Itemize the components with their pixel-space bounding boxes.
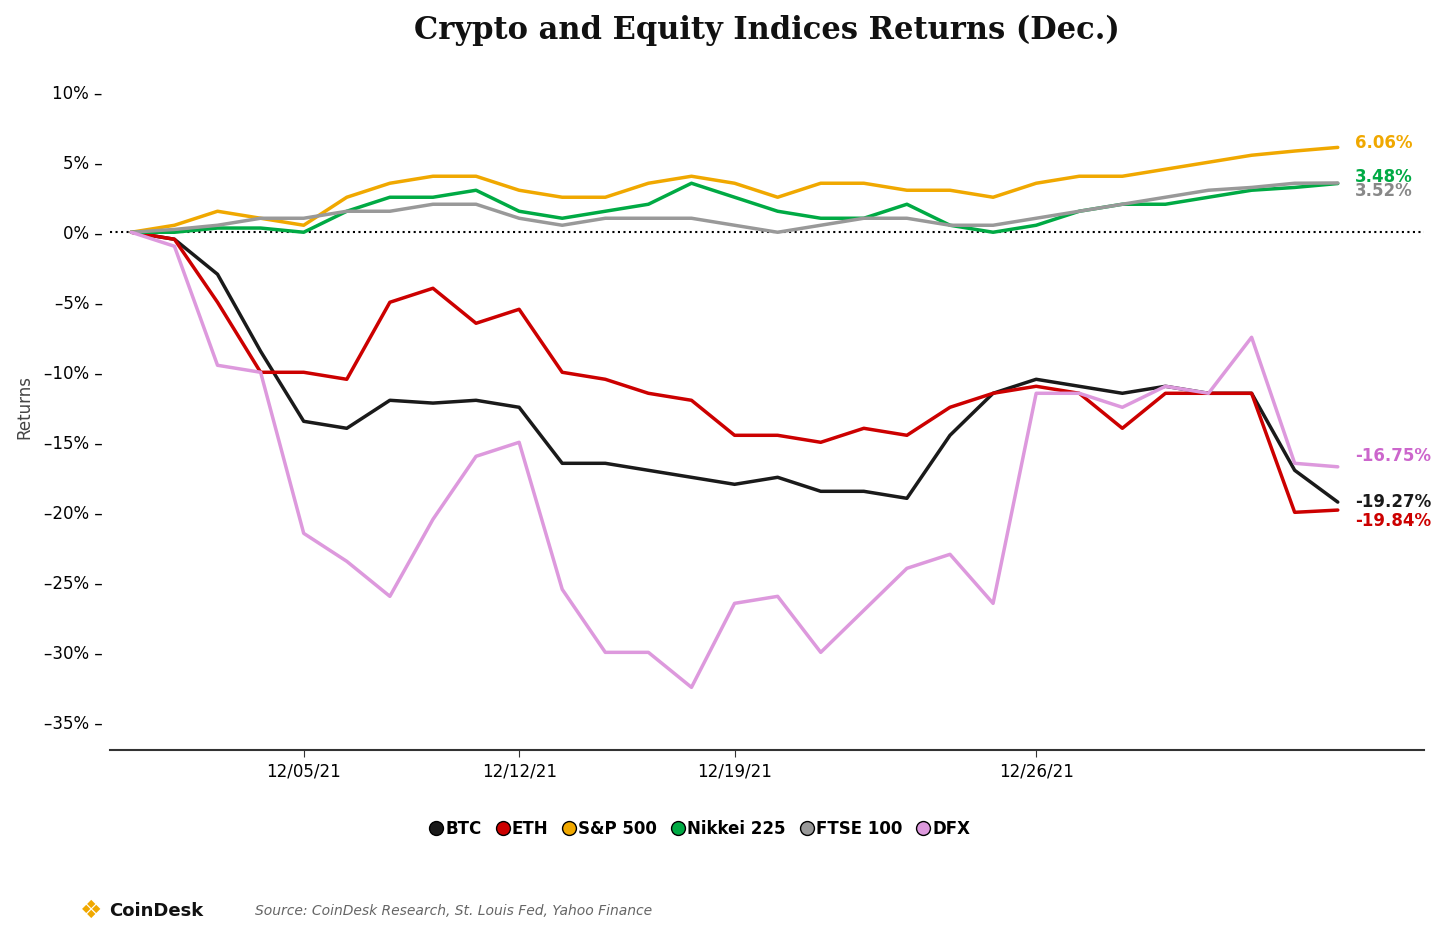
Text: CoinDesk: CoinDesk xyxy=(109,901,204,920)
Text: 3.48%: 3.48% xyxy=(1356,167,1412,185)
Text: 3.52%: 3.52% xyxy=(1356,183,1412,200)
Text: Source: CoinDesk Research, St. Louis Fed, Yahoo Finance: Source: CoinDesk Research, St. Louis Fed… xyxy=(255,904,652,917)
Text: ❖: ❖ xyxy=(80,899,102,923)
Text: -16.75%: -16.75% xyxy=(1356,447,1431,465)
Legend: BTC, ETH, S&P 500, Nikkei 225, FTSE 100, DFX: BTC, ETH, S&P 500, Nikkei 225, FTSE 100,… xyxy=(425,814,977,845)
Title: Crypto and Equity Indices Returns (Dec.): Crypto and Equity Indices Returns (Dec.) xyxy=(414,15,1120,46)
Text: -19.27%: -19.27% xyxy=(1356,493,1431,511)
Y-axis label: Returns: Returns xyxy=(15,375,33,439)
Text: -19.84%: -19.84% xyxy=(1356,512,1431,531)
Text: 6.06%: 6.06% xyxy=(1356,135,1412,152)
